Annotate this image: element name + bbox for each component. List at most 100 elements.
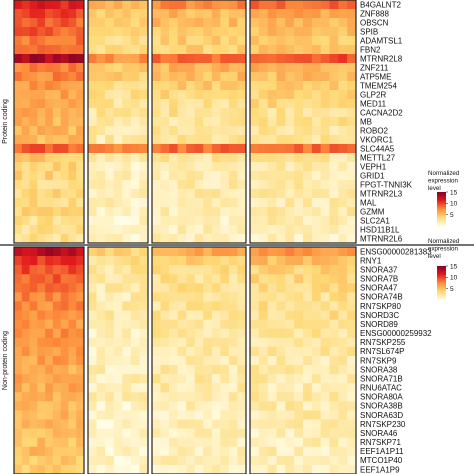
- heatmap-cell: [76, 401, 85, 411]
- heatmap-cell: [52, 9, 61, 19]
- heatmap-cell: [21, 63, 30, 73]
- legend-color-step: [437, 204, 446, 206]
- heatmap-cell: [347, 126, 357, 136]
- heatmap-cell: [267, 27, 277, 37]
- heatmap-cell: [139, 162, 149, 172]
- heatmap-cell: [347, 455, 357, 466]
- heatmap-cell: [211, 180, 221, 190]
- heatmap-cell: [311, 292, 321, 302]
- heatmap-cell: [203, 256, 213, 266]
- heatmap-cell: [68, 247, 77, 257]
- heatmap-cell: [186, 18, 196, 28]
- heatmap-cell: [303, 207, 313, 217]
- heatmap-cell: [113, 355, 123, 366]
- heatmap-cell: [276, 319, 286, 330]
- heatmap-cell: [96, 9, 106, 19]
- gene-label: VEPH1: [360, 162, 387, 171]
- heatmap-cell: [267, 374, 277, 384]
- heatmap-cell: [52, 464, 61, 474]
- heatmap-cell: [160, 455, 170, 466]
- heatmap-cell: [139, 117, 149, 127]
- heatmap-cell: [250, 117, 260, 127]
- heatmap-cell: [37, 144, 46, 154]
- heatmap-cell: [320, 410, 330, 420]
- heatmap-cell: [194, 108, 204, 118]
- heatmap-cell: [228, 27, 238, 37]
- heatmap-cell: [276, 189, 286, 199]
- heatmap-cell: [113, 90, 123, 100]
- heatmap-cell: [228, 310, 238, 320]
- heatmap-cell: [329, 108, 339, 118]
- heatmap-cell: [177, 392, 187, 402]
- heatmap-cell: [194, 207, 204, 217]
- heatmap-cell: [285, 171, 295, 181]
- heatmap-cell: [311, 310, 321, 320]
- heatmap-cell: [169, 54, 178, 64]
- heatmap-cell: [29, 135, 38, 145]
- heatmap-cell: [211, 310, 221, 320]
- heatmap-cell: [96, 410, 106, 420]
- heatmap-cell: [169, 18, 178, 28]
- heatmap-cell: [303, 171, 313, 181]
- heatmap-cell: [237, 108, 247, 118]
- gene-label: SNORA47: [360, 284, 398, 293]
- heatmap-cell: [68, 274, 77, 284]
- heatmap-cell: [45, 274, 54, 284]
- heatmap-cell: [68, 180, 77, 190]
- heatmap-cell: [60, 216, 69, 226]
- heatmap-cell: [139, 189, 149, 199]
- heatmap-cell: [203, 392, 213, 402]
- heatmap-cell: [68, 189, 77, 199]
- heatmap-cell: [37, 27, 46, 37]
- heatmap-cell: [37, 374, 46, 384]
- heatmap-cell: [258, 90, 268, 100]
- heatmap-cell: [96, 428, 106, 438]
- heatmap-cell: [169, 446, 178, 457]
- heatmap-cell: [139, 365, 149, 375]
- heatmap-cell: [88, 392, 97, 402]
- heatmap-cell: [267, 247, 277, 257]
- heatmap-cell: [130, 72, 140, 82]
- legend-color-step: [437, 267, 446, 269]
- heatmap-cell: [220, 419, 230, 429]
- heatmap-cell: [52, 346, 61, 357]
- heatmap-cell: [211, 63, 221, 73]
- heatmap-cell: [60, 63, 69, 73]
- heatmap-cell: [160, 446, 170, 457]
- heatmap-cell: [203, 90, 213, 100]
- heatmap-cell: [211, 365, 221, 375]
- heatmap-cell: [14, 265, 23, 275]
- heatmap-cell: [177, 365, 187, 375]
- heatmap-cell: [220, 162, 230, 172]
- heatmap-cell: [68, 283, 77, 293]
- heatmap-cell: [250, 99, 260, 109]
- heatmap-cell: [347, 383, 357, 393]
- heatmap-cell: [29, 234, 38, 244]
- heatmap-cell: [294, 117, 304, 127]
- heatmap-cell: [303, 328, 313, 339]
- heatmap-cell: [45, 189, 54, 199]
- heatmap-cell: [152, 9, 161, 19]
- heatmap-cell: [105, 301, 115, 311]
- heatmap-cell: [177, 18, 187, 28]
- heatmap-cell: [258, 401, 268, 411]
- heatmap-cell: [276, 310, 286, 320]
- heatmap-cell: [194, 410, 204, 420]
- heatmap-cell: [122, 216, 132, 226]
- heatmap-cell: [122, 328, 132, 339]
- heatmap-cell: [211, 207, 221, 217]
- heatmap-cell: [250, 225, 260, 235]
- heatmap-cell: [320, 401, 330, 411]
- heatmap-cell: [45, 455, 54, 466]
- heatmap-cell: [211, 374, 221, 384]
- heatmap-cell: [169, 455, 178, 466]
- heatmap-cell: [68, 216, 77, 226]
- heatmap-cell: [76, 135, 85, 145]
- heatmap-cell: [258, 383, 268, 393]
- heatmap-cell: [329, 346, 339, 357]
- heatmap-cell: [258, 428, 268, 438]
- heatmap-cell: [169, 225, 178, 235]
- heatmap-cell: [76, 198, 85, 208]
- heatmap-cell: [37, 337, 46, 348]
- heatmap-cell: [52, 265, 61, 275]
